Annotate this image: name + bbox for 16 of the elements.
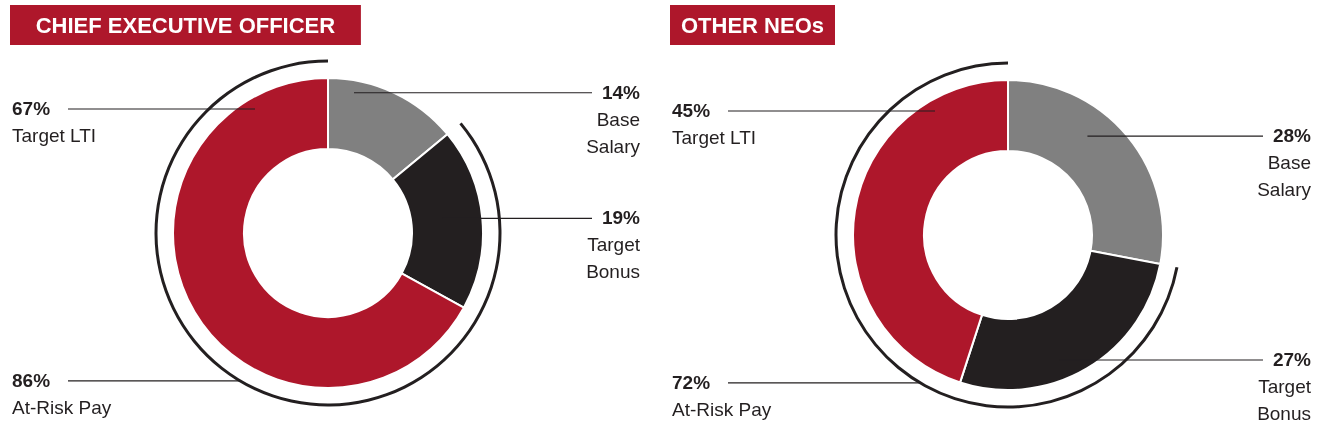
chart-title: OTHER NEOs xyxy=(680,13,825,38)
slice-label: Target LTI xyxy=(672,127,757,148)
data-label: 28% xyxy=(1272,125,1312,147)
text: 72% At-Risk Pay xyxy=(672,371,772,420)
slice-label: Target Bonus xyxy=(586,234,641,283)
slice-label: Base Salary xyxy=(1257,152,1312,201)
data-label: 19% xyxy=(601,207,641,229)
slice-label: Base Salary xyxy=(586,108,641,157)
text: 86% At-Risk Pay xyxy=(12,369,112,418)
chart-title: CHIEF EXECUTIVE OFFICER xyxy=(35,13,336,38)
data-label: 67% xyxy=(12,98,51,119)
slice-label: Target LTI xyxy=(12,125,97,146)
data-label: 27% xyxy=(1272,349,1312,370)
data-label: 45% xyxy=(672,100,711,121)
slice-label: Target Bonus xyxy=(1257,376,1312,424)
data-label: 14% xyxy=(601,81,641,103)
